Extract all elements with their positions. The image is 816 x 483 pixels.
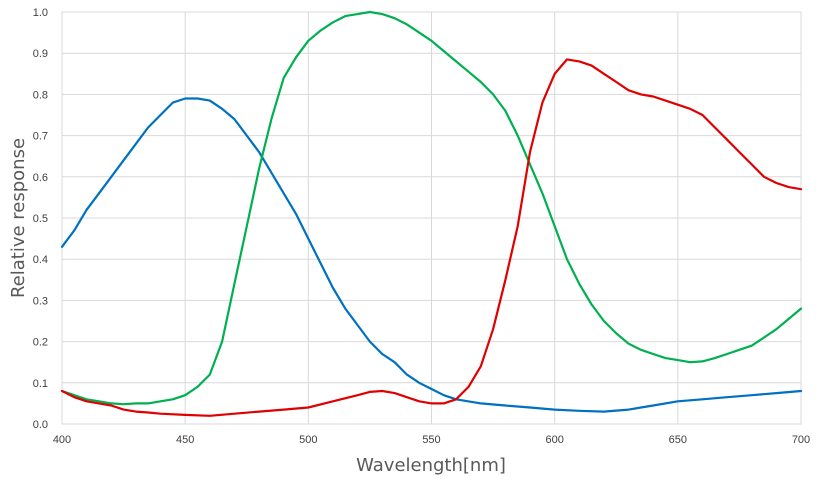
y-tick-label: 0.5 xyxy=(33,213,48,225)
x-tick-label: 650 xyxy=(669,434,687,446)
x-tick-label: 450 xyxy=(176,434,194,446)
y-tick-label: 0.2 xyxy=(33,337,48,349)
x-tick-label: 700 xyxy=(792,434,810,446)
y-tick-label: 0.1 xyxy=(33,378,48,390)
y-tick-label: 0.7 xyxy=(33,131,48,143)
x-tick-label: 400 xyxy=(53,434,71,446)
x-tick-label: 600 xyxy=(545,434,563,446)
y-tick-label: 0.3 xyxy=(33,295,48,307)
x-axis-ticks: 400 450 500 550 600 650 700 xyxy=(53,434,810,446)
series-line-3 xyxy=(60,58,803,417)
x-axis-label: Wavelength[nm] xyxy=(356,455,506,476)
y-tick-label: 0.0 xyxy=(33,419,48,431)
y-tick-label: 0.4 xyxy=(33,254,48,266)
y-axis-label: Relative response xyxy=(8,138,29,298)
y-tick-label: 0.9 xyxy=(33,48,48,60)
series-line-2 xyxy=(60,10,803,406)
y-tick-label: 0.6 xyxy=(33,172,48,184)
series-line-1 xyxy=(60,97,803,413)
x-tick-label: 550 xyxy=(422,434,440,446)
plot-border xyxy=(61,11,802,425)
x-tick-label: 500 xyxy=(299,434,317,446)
series-group xyxy=(60,10,803,417)
plot-area-border xyxy=(61,11,802,425)
y-tick-label: 1.0 xyxy=(33,7,48,19)
y-tick-label: 0.8 xyxy=(33,89,48,101)
y-axis-ticks: 0.0 0.1 0.2 0.3 0.4 0.5 0.6 0.7 0.8 0.9 1.0 xyxy=(33,7,48,431)
